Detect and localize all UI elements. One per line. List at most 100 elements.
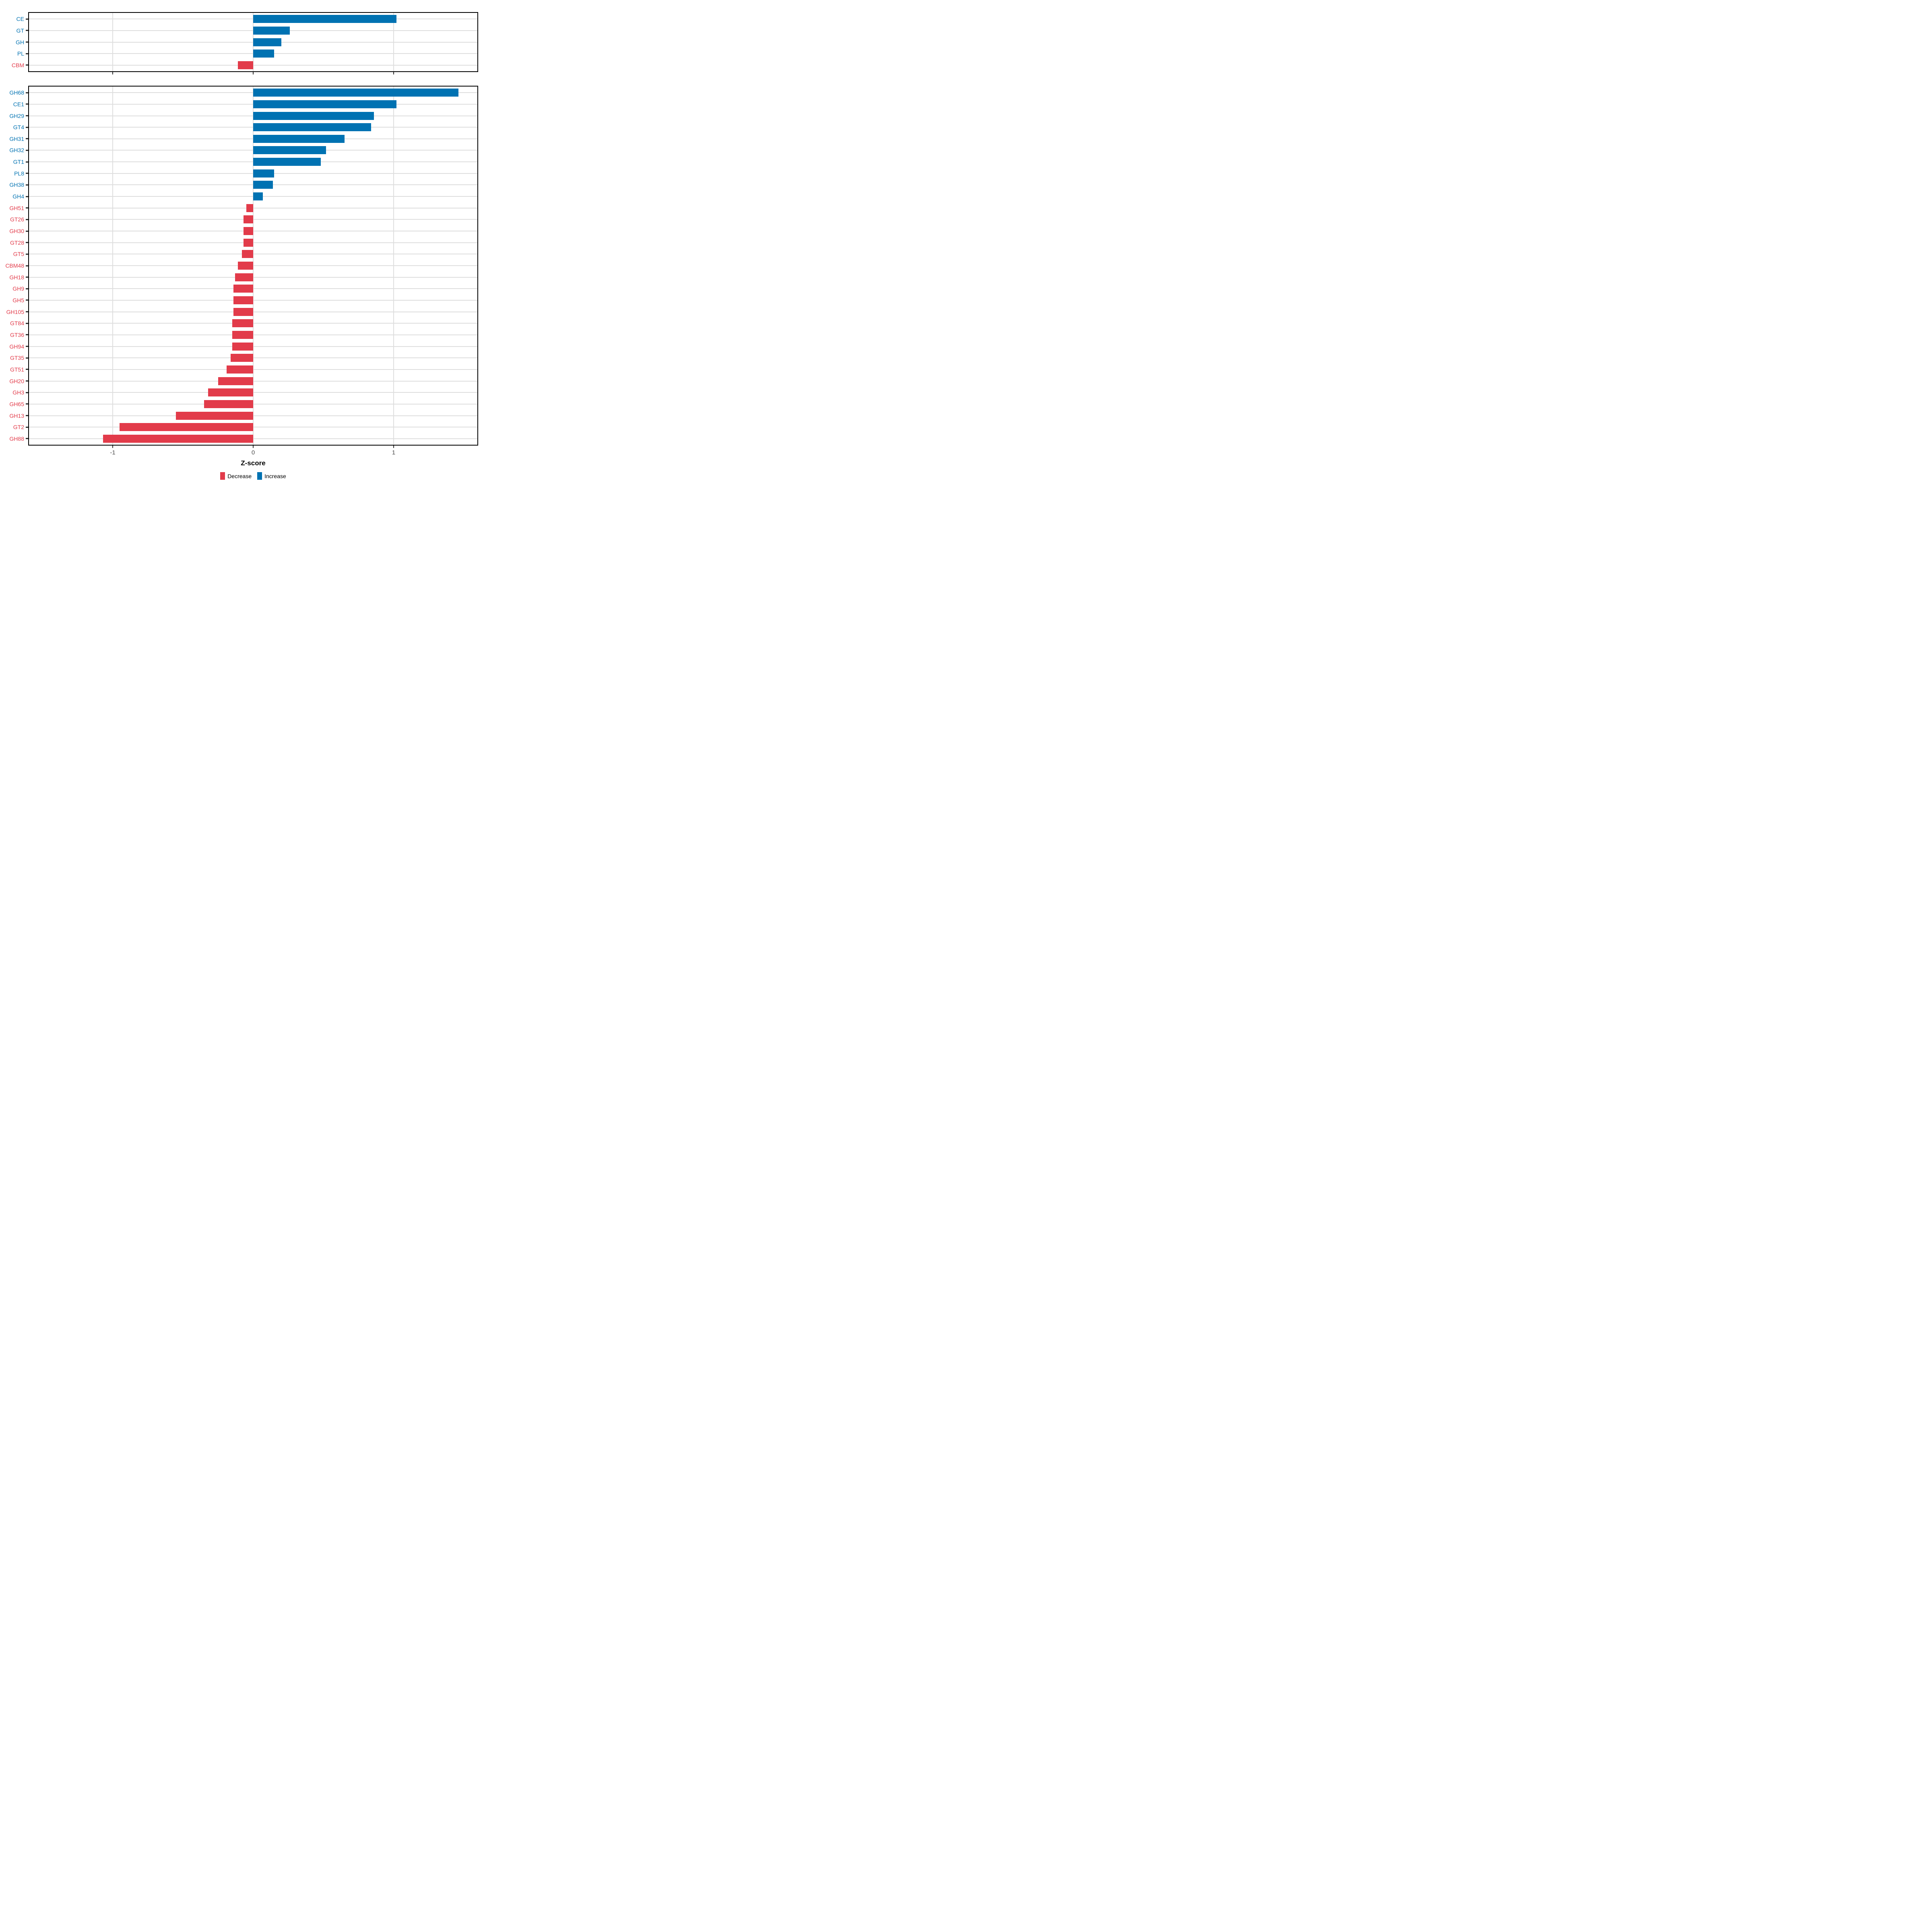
bar-GH4 [253, 192, 263, 200]
bar-GH38 [253, 181, 273, 189]
bar-GH20 [218, 377, 253, 385]
y-gridline [28, 403, 478, 405]
legend-entry-increase: Increase [257, 472, 286, 480]
bar-GH88 [103, 435, 253, 443]
y-axis-label-GH105: GH105 [6, 308, 24, 315]
y-axis-label-GT1: GT1 [13, 159, 24, 165]
bar-GT5 [242, 250, 253, 258]
bar-GT2 [120, 423, 253, 431]
bar-PL [253, 50, 275, 58]
y-axis-label-GH32: GH32 [9, 147, 24, 154]
y-axis-label-GH: GH [16, 39, 24, 45]
bar-CE [253, 15, 396, 23]
bar-GH32 [253, 146, 326, 154]
y-axis-tick [26, 115, 28, 116]
x-tick-label-1: 1 [392, 449, 396, 456]
y-axis-tick [26, 161, 28, 163]
y-axis-tick [26, 438, 28, 440]
y-gridline [28, 323, 478, 324]
y-axis-label-GH4: GH4 [12, 193, 24, 200]
y-axis-tick [26, 230, 28, 232]
y-gridline [28, 277, 478, 278]
bar-GT26 [243, 215, 253, 223]
y-axis-tick [26, 253, 28, 255]
y-axis-tick [26, 41, 28, 43]
y-axis-tick [26, 288, 28, 289]
legend: Decrease Increase [28, 472, 478, 480]
y-axis-label-GH18: GH18 [9, 274, 24, 281]
legend-swatch-increase-icon [257, 472, 262, 480]
bar-GH18 [235, 273, 253, 281]
y-axis-tick [26, 103, 28, 105]
y-axis-label-PL: PL [17, 50, 24, 57]
bar-GT28 [243, 239, 253, 247]
y-axis-tick [26, 392, 28, 393]
y-axis-label-GH5: GH5 [12, 297, 24, 303]
y-axis-label-GH51: GH51 [9, 204, 24, 211]
y-gridline [28, 334, 478, 335]
bar-GT51 [226, 365, 253, 374]
y-axis-label-CBM: CBM [11, 62, 24, 68]
y-axis-label-GT51: GT51 [10, 366, 24, 373]
bar-GH13 [176, 412, 253, 420]
y-gridline [28, 242, 478, 243]
x-axis-tick [112, 446, 113, 448]
bar-GH30 [243, 227, 253, 235]
y-gridline [28, 415, 478, 416]
y-axis-label-GH94: GH94 [9, 343, 24, 350]
y-gridline [28, 288, 478, 289]
bar-GT36 [232, 331, 253, 339]
y-gridline [28, 392, 478, 393]
y-gridline [28, 265, 478, 266]
bar-GT [253, 27, 290, 35]
y-axis-label-GT26: GT26 [10, 216, 24, 223]
y-axis-tick [26, 64, 28, 66]
y-axis-label-GT35: GT35 [10, 355, 24, 361]
y-axis-label-PL8: PL8 [14, 170, 24, 177]
y-axis-tick [26, 173, 28, 174]
y-axis-tick [26, 334, 28, 336]
legend-label-increase: Increase [264, 473, 286, 479]
y-axis-label-GH13: GH13 [9, 412, 24, 419]
bar-GH [253, 38, 281, 46]
bar-GH94 [232, 343, 253, 351]
x-axis-tick [393, 446, 394, 448]
y-gridline [28, 64, 478, 66]
y-axis-label-GT36: GT36 [10, 331, 24, 338]
y-gridline [28, 369, 478, 370]
y-axis-tick [26, 149, 28, 151]
x-axis-tick [393, 72, 394, 74]
y-axis-label-GH38: GH38 [9, 182, 24, 188]
bar-CE1 [253, 100, 396, 108]
y-axis-tick [26, 219, 28, 220]
bar-GH3 [208, 388, 253, 396]
y-axis-label-CE1: CE1 [13, 101, 24, 107]
bar-GH9 [233, 285, 253, 293]
x-axis-tick [253, 72, 254, 74]
y-axis-tick [26, 369, 28, 370]
y-axis-tick [26, 92, 28, 93]
bar-CBM48 [237, 262, 253, 270]
legend-label-decrease: Decrease [227, 473, 252, 479]
y-axis-label-GH30: GH30 [9, 228, 24, 235]
bar-GH29 [253, 112, 374, 120]
y-axis-tick [26, 346, 28, 347]
x-tick-label--1: -1 [110, 449, 116, 456]
bar-GH51 [246, 204, 253, 212]
y-axis-tick [26, 277, 28, 278]
y-axis-tick [26, 380, 28, 382]
y-axis-label-GH68: GH68 [9, 89, 24, 96]
legend-swatch-decrease-icon [220, 472, 225, 480]
y-axis-tick [26, 138, 28, 140]
y-axis-label-GT5: GT5 [13, 251, 24, 258]
bar-GT35 [231, 354, 253, 362]
y-gridline [28, 299, 478, 301]
y-axis-tick [26, 415, 28, 416]
y-gridline [28, 357, 478, 359]
y-axis-label-GT28: GT28 [10, 239, 24, 246]
y-axis-label-CE: CE [16, 16, 24, 23]
y-gridline [28, 438, 478, 439]
y-axis-tick [26, 322, 28, 324]
y-axis-tick [26, 403, 28, 405]
bar-GH105 [233, 308, 253, 316]
